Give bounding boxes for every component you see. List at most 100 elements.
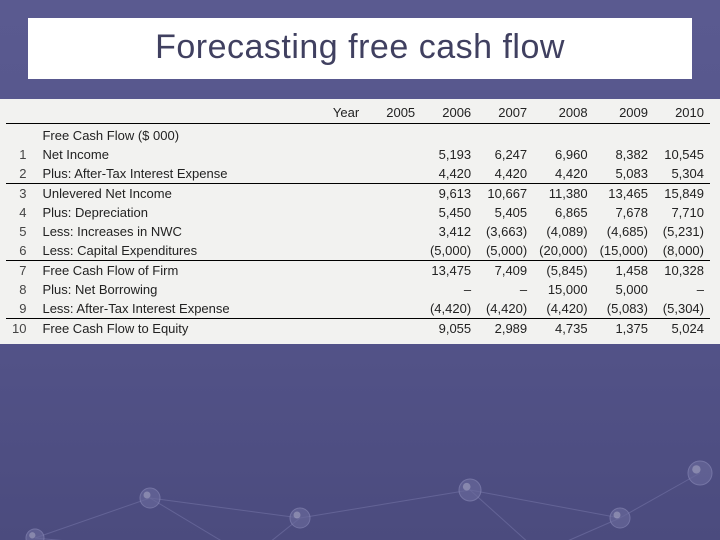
col-year: 2006: [421, 103, 477, 124]
title-bar: Forecasting free cash flow: [28, 18, 692, 79]
row-item: Plus: After-Tax Interest Expense: [36, 164, 309, 184]
cell-value: 15,849: [654, 184, 710, 204]
row-index: 10: [6, 319, 36, 339]
row-item: Plus: Net Borrowing: [36, 280, 309, 299]
table-row: 4Plus: Depreciation5,4505,4056,8657,6787…: [6, 203, 710, 222]
table-row: 1Net Income 5,1936,2476,9608,38210,545: [6, 145, 710, 164]
cell-value: 10,667: [477, 184, 533, 204]
decorative-nodes: [0, 418, 720, 540]
deco-svg: [0, 418, 720, 540]
col-year: 2010: [654, 103, 710, 124]
row-item: Free Cash Flow to Equity: [36, 319, 309, 339]
table-row: 7Free Cash Flow of Firm13,4757,409(5,845…: [6, 261, 710, 281]
cell-value: 7,678: [594, 203, 654, 222]
cell-value: (4,420): [477, 299, 533, 319]
row-index: 9: [6, 299, 36, 319]
cell-value: 9,613: [421, 184, 477, 204]
cell-value: (5,845): [533, 261, 593, 281]
cell-value: [365, 145, 421, 164]
cell-value: [365, 299, 421, 319]
cell-value: 9,055: [421, 319, 477, 339]
cell-value: –: [421, 280, 477, 299]
table-body: Free Cash Flow ($ 000) 1Net Income5,1936…: [6, 124, 710, 339]
cell-value: (5,304): [654, 299, 710, 319]
cell-value: 15,000: [533, 280, 593, 299]
cell-value: (4,685): [594, 222, 654, 241]
cell-value: 4,420: [533, 164, 593, 184]
cell-value: (5,083): [594, 299, 654, 319]
cell-value: [365, 222, 421, 241]
cell-value: [365, 280, 421, 299]
row-index: 8: [6, 280, 36, 299]
cell-value: 5,450: [421, 203, 477, 222]
cell-value: (8,000): [654, 241, 710, 261]
cell-value: 8,382: [594, 145, 654, 164]
cell-value: 2,989: [477, 319, 533, 339]
cell-value: (3,663): [477, 222, 533, 241]
row-index: 5: [6, 222, 36, 241]
cell-value: 1,458: [594, 261, 654, 281]
row-item: Less: Increases in NWC: [36, 222, 309, 241]
table-row: 6Less: Capital Expenditures(5,000)(5,000…: [6, 241, 710, 261]
cell-value: (15,000): [594, 241, 654, 261]
cell-value: [365, 261, 421, 281]
cell-value: 10,545: [654, 145, 710, 164]
col-year: 2007: [477, 103, 533, 124]
row-item: Unlevered Net Income: [36, 184, 309, 204]
year-label: Year: [309, 103, 365, 124]
cell-value: 4,420: [421, 164, 477, 184]
cell-value: 5,405: [477, 203, 533, 222]
col-year: 2009: [594, 103, 654, 124]
row-item: Less: After-Tax Interest Expense: [36, 299, 309, 319]
cell-value: 5,193: [421, 145, 477, 164]
cell-value: 6,960: [533, 145, 593, 164]
cell-value: [365, 164, 421, 184]
row-item: Net Income: [36, 145, 309, 164]
cell-value: (5,000): [421, 241, 477, 261]
row-index: 6: [6, 241, 36, 261]
cell-value: (4,089): [533, 222, 593, 241]
cell-value: 4,420: [477, 164, 533, 184]
cell-value: –: [654, 280, 710, 299]
table-row: 10Free Cash Flow to Equity 9,0552,9894,73…: [6, 319, 710, 339]
cell-value: 3,412: [421, 222, 477, 241]
col-year: 2005: [365, 103, 421, 124]
cell-value: 1,375: [594, 319, 654, 339]
row-item: Less: Capital Expenditures: [36, 241, 309, 261]
cell-value: 10,328: [654, 261, 710, 281]
row-index: 7: [6, 261, 36, 281]
fcf-table: Year 2005 2006 2007 2008 2009 2010 Free …: [6, 103, 710, 338]
cell-value: 11,380: [533, 184, 593, 204]
cell-value: (20,000): [533, 241, 593, 261]
row-index: 1: [6, 145, 36, 164]
table-row: 5Less: Increases in NWC 3,412(3,663)(4,08…: [6, 222, 710, 241]
cell-value: [365, 319, 421, 339]
table-row: 3Unlevered Net Income9,61310,66711,38013…: [6, 184, 710, 204]
table-row: 8Plus: Net Borrowing––15,0005,000–: [6, 280, 710, 299]
cell-value: 5,024: [654, 319, 710, 339]
cell-value: 6,865: [533, 203, 593, 222]
section-title-row: Free Cash Flow ($ 000): [6, 124, 710, 146]
cell-value: [365, 241, 421, 261]
table-header-row: Year 2005 2006 2007 2008 2009 2010: [6, 103, 710, 124]
row-item: Plus: Depreciation: [36, 203, 309, 222]
row-index: 2: [6, 164, 36, 184]
cell-value: (4,420): [533, 299, 593, 319]
section-title: Free Cash Flow ($ 000): [36, 124, 710, 146]
cell-value: 5,083: [594, 164, 654, 184]
cell-value: 6,247: [477, 145, 533, 164]
row-item: Free Cash Flow of Firm: [36, 261, 309, 281]
cell-value: [365, 203, 421, 222]
cell-value: 5,000: [594, 280, 654, 299]
fcf-table-container: Year 2005 2006 2007 2008 2009 2010 Free …: [0, 99, 720, 344]
cell-value: (4,420): [421, 299, 477, 319]
cell-value: 13,465: [594, 184, 654, 204]
cell-value: 5,304: [654, 164, 710, 184]
cell-value: 7,710: [654, 203, 710, 222]
cell-value: 4,735: [533, 319, 593, 339]
table-row: 2Plus: After-Tax Interest Expense4,4204,…: [6, 164, 710, 184]
cell-value: [365, 184, 421, 204]
col-year: 2008: [533, 103, 593, 124]
cell-value: 7,409: [477, 261, 533, 281]
table-row: 9Less: After-Tax Interest Expense (4,420)…: [6, 299, 710, 319]
